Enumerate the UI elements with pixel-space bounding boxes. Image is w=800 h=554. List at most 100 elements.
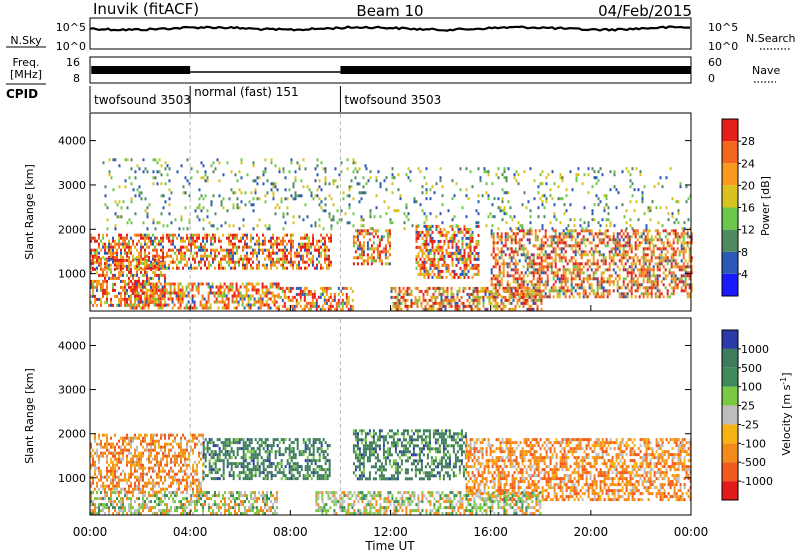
heatmap-cell (664, 256, 667, 260)
heatmap-cell (688, 265, 691, 269)
heatmap-cell (219, 285, 222, 289)
heatmap-cell (205, 282, 208, 286)
heatmap-cell (558, 232, 561, 236)
heatmap-cell (632, 232, 635, 236)
heatmap-cell (110, 257, 112, 261)
heatmap-cell (498, 265, 501, 269)
heatmap-cell (441, 248, 444, 252)
heatmap-cell (686, 283, 689, 287)
heatmap-cell (246, 173, 249, 177)
heatmap-cell (429, 188, 432, 192)
heatmap-cell (337, 286, 340, 290)
heatmap-cell (600, 232, 603, 236)
heatmap-cell (136, 487, 138, 491)
heatmap-cell (136, 297, 138, 301)
heatmap-cell (218, 161, 221, 165)
heatmap-cell (122, 442, 124, 446)
heatmap-cell (560, 247, 563, 251)
heatmap-cell (393, 209, 396, 213)
heatmap-cell (477, 254, 480, 258)
heatmap-cell (644, 256, 647, 260)
heatmap-cell (308, 242, 310, 246)
heatmap-cell (455, 248, 458, 252)
heatmap-cell (425, 266, 428, 270)
heatmap-cell (235, 306, 238, 310)
heatmap-cell (98, 454, 100, 458)
heatmap-cell (192, 233, 194, 237)
heatmap-cell (124, 472, 126, 476)
heatmap-cell (120, 291, 122, 295)
heatmap-cell (299, 295, 302, 299)
heatmap-cell (114, 469, 116, 473)
heatmap-cell (439, 179, 442, 183)
heatmap-cell (688, 286, 691, 290)
heatmap-cell (328, 215, 331, 219)
heatmap-cell (504, 238, 507, 242)
heatmap-cell (139, 300, 142, 304)
heatmap-cell (134, 257, 136, 261)
heatmap-cell (316, 248, 318, 252)
heatmap-cell (130, 167, 133, 171)
heatmap-cell (114, 158, 117, 162)
heatmap-cell (680, 259, 683, 263)
heatmap-cell (126, 264, 128, 268)
heatmap-cell (219, 282, 222, 286)
heatmap-cell (226, 254, 228, 258)
heatmap-cell (450, 286, 453, 290)
heatmap-cell (108, 158, 111, 162)
heatmap-cell (429, 263, 432, 267)
heatmap-cell (656, 280, 659, 284)
heatmap-cell (304, 242, 306, 246)
heatmap-cell (136, 445, 138, 449)
heatmap-cell (114, 276, 116, 280)
heatmap-cell (230, 251, 232, 255)
heatmap-cell (608, 280, 611, 284)
heatmap-cell (316, 194, 319, 198)
heatmap-cell (612, 268, 615, 272)
heatmap-cell (358, 200, 361, 204)
heatmap-cell (676, 238, 679, 242)
heatmap-cell (110, 267, 112, 271)
heatmap-cell (202, 257, 204, 261)
heatmap-cell (467, 263, 470, 267)
heatmap-cell (656, 256, 659, 260)
power-ylabel: Slant Range [km] (23, 164, 36, 260)
heatmap-cell (169, 297, 172, 301)
heatmap-cell (318, 251, 320, 255)
heatmap-cell (282, 212, 285, 216)
heatmap-cell (690, 241, 693, 245)
heatmap-cell (540, 307, 543, 311)
heatmap-cell (316, 257, 318, 261)
heatmap-cell (220, 224, 223, 228)
heatmap-cell (678, 280, 681, 284)
heatmap-cell (110, 297, 112, 301)
heatmap-cell (473, 254, 476, 258)
heatmap-cell (228, 197, 231, 201)
heatmap-cell (116, 475, 118, 479)
heatmap-cell (366, 241, 369, 245)
heatmap-cell (556, 235, 559, 239)
heatmap-cell (578, 295, 581, 299)
heatmap-cell (608, 292, 611, 296)
heatmap-cell (162, 266, 164, 270)
heatmap-cell (437, 224, 440, 228)
heatmap-cell (578, 265, 581, 269)
heatmap-cell (140, 442, 142, 446)
heatmap-cell (306, 233, 308, 237)
heatmap-cell (629, 173, 632, 177)
heatmap-cell (134, 466, 136, 470)
heatmap-cell (114, 448, 116, 452)
heatmap-cell (157, 285, 160, 289)
heatmap-cell (510, 292, 513, 296)
heatmap-cell (282, 263, 284, 267)
heatmap-cell (140, 439, 142, 443)
heatmap-cell (471, 251, 474, 255)
heatmap-cell (558, 247, 561, 251)
heatmap-cell (493, 215, 496, 219)
heatmap-cell (142, 267, 144, 271)
heatmap-cell (262, 182, 265, 186)
heatmap-cell (607, 218, 610, 222)
heatmap-cell (126, 457, 128, 461)
heatmap-cell (438, 286, 441, 290)
heatmap-cell (376, 247, 379, 251)
